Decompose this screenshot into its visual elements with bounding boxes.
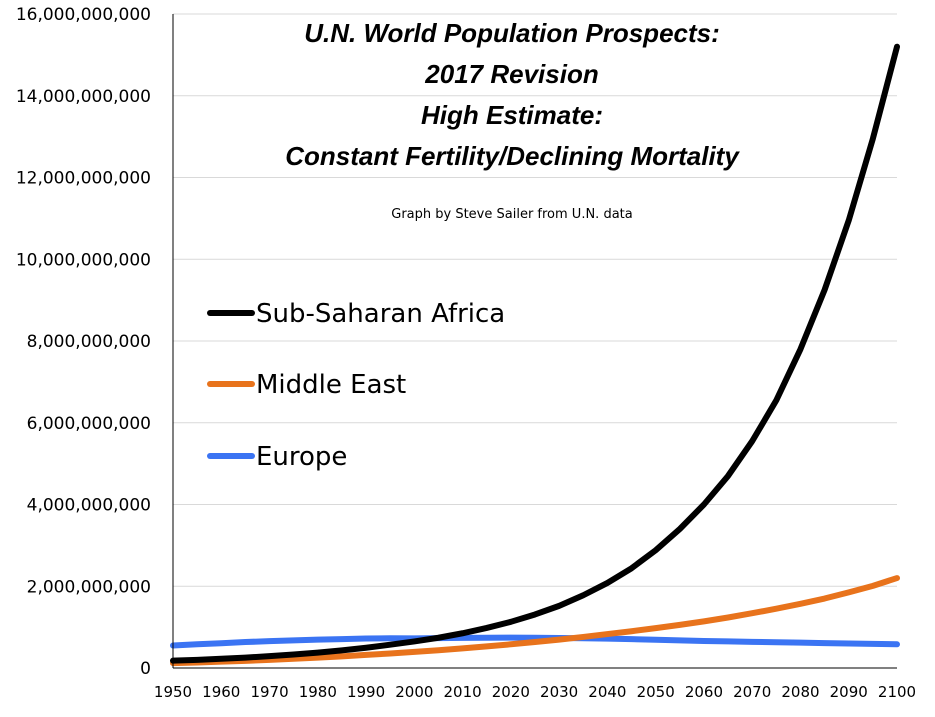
x-tick-label: 2030 [540,683,578,701]
x-tick-label: 2000 [395,683,433,701]
title-line-4: Constant Fertility/Declining Mortality [285,141,740,171]
legend: Sub-Saharan Africa Middle East Europe [207,299,505,472]
x-tick-label: 2060 [685,683,723,701]
title-line-2: 2017 Revision [424,59,598,89]
chart-subtitle: Graph by Steve Sailer from U.N. data [391,207,632,222]
x-tick-label: 1950 [154,683,192,701]
x-tick-label: 2040 [588,683,626,701]
legend-label-europe: Europe [256,442,347,472]
title-line-3: High Estimate: [421,100,603,130]
y-tick-label: 2,000,000,000 [27,577,151,597]
series-line-sub-saharan-africa [170,43,900,664]
chart-title: U.N. World Population Prospects: 2017 Re… [285,18,740,171]
x-tick-label: 1990 [347,683,385,701]
y-tick-label: 0 [140,659,151,679]
axes [172,14,897,669]
y-tick-label: 4,000,000,000 [27,496,151,516]
x-tick-label: 2020 [492,683,530,701]
series-line-middle-east [170,575,900,667]
y-tick-label: 14,000,000,000 [16,87,151,107]
x-tick-label: 2070 [733,683,771,701]
x-tick-labels: 1950 1960 1970 1980 1990 2000 2010 2020 2030 2040… [154,683,916,701]
y-tick-label: 8,000,000,000 [27,332,151,352]
x-tick-label: 2080 [781,683,819,701]
y-tick-label: 10,000,000,000 [16,250,151,270]
x-tick-label: 1980 [299,683,337,701]
y-tick-label: 12,000,000,000 [16,169,151,189]
legend-label-sub-saharan-africa: Sub-Saharan Africa [256,299,505,329]
gridlines [173,13,897,587]
y-tick-label: 16,000,000,000 [16,5,151,25]
x-tick-label: 1960 [202,683,240,701]
series-lines [170,43,900,667]
series-line-europe [170,634,900,649]
title-line-1: U.N. World Population Prospects: [304,18,720,48]
y-tick-labels: 0 2,000,000,000 4,000,000,000 6,000,000,000… [16,5,151,679]
legend-label-middle-east: Middle East [256,370,406,400]
x-tick-label: 1970 [250,683,288,701]
x-tick-label: 2050 [637,683,675,701]
y-tick-label: 6,000,000,000 [27,414,151,434]
x-tick-label: 2010 [444,683,482,701]
x-tick-label: 2100 [878,683,916,701]
x-tick-label: 2090 [830,683,868,701]
